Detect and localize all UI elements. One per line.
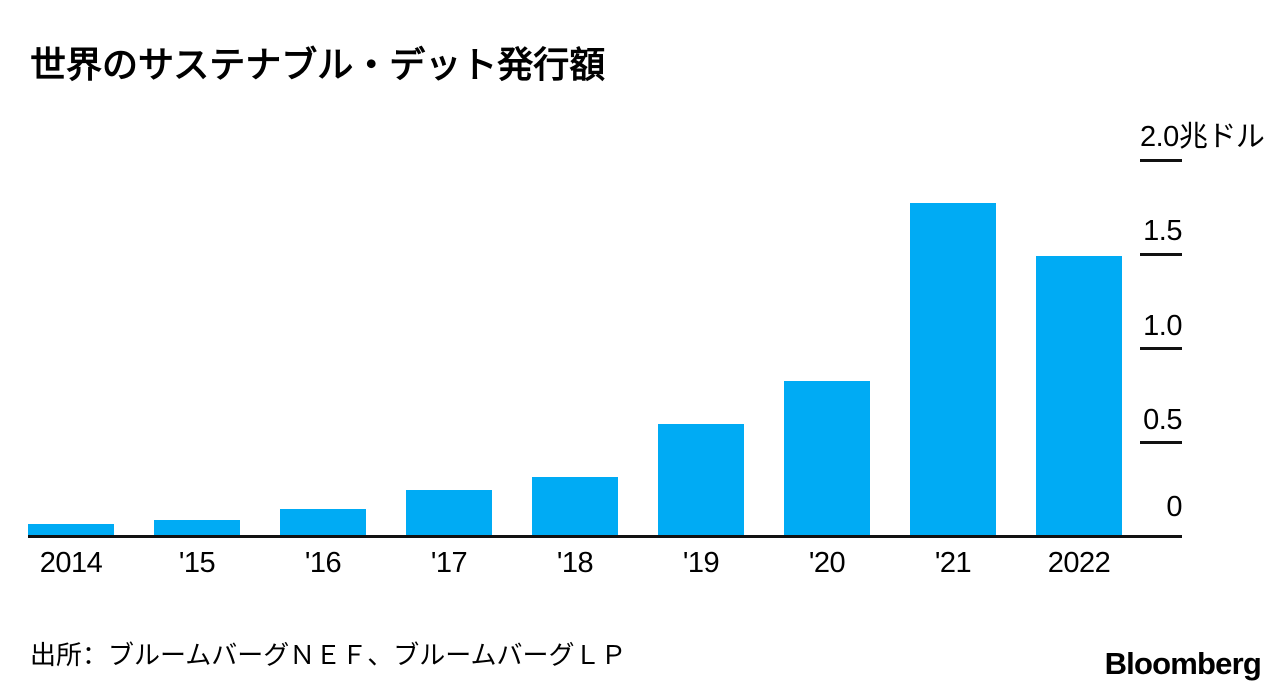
x-axis-label: '19 bbox=[682, 547, 720, 579]
y-tick-label: 0.5 bbox=[1143, 403, 1182, 436]
y-tick-mark bbox=[1140, 158, 1182, 162]
y-tick-mark bbox=[1140, 441, 1182, 445]
x-axis-label: '20 bbox=[808, 547, 846, 579]
x-axis-label: '17 bbox=[430, 547, 468, 579]
bar bbox=[532, 477, 618, 537]
source-label: 出所：ブルームバーグＮＥＦ、ブルームバーグＬＰ bbox=[30, 640, 627, 670]
x-axis-label: '15 bbox=[178, 547, 216, 579]
x-axis-label: 2022 bbox=[1047, 547, 1111, 579]
y-tick-label: 1.0 bbox=[1143, 309, 1182, 342]
y-tick-mark bbox=[1140, 252, 1182, 256]
x-axis-label: '21 bbox=[934, 547, 972, 579]
y-tick-mark bbox=[1140, 347, 1182, 350]
bar bbox=[154, 520, 240, 537]
y-tick-label: 2.0兆ドル bbox=[1140, 121, 1265, 153]
chart-title: 世界のサステナブル・デット発行額 bbox=[30, 44, 606, 85]
x-axis-label: 2014 bbox=[39, 547, 103, 579]
x-axis-line bbox=[28, 535, 1182, 538]
bar bbox=[658, 424, 744, 537]
x-axis-label: '16 bbox=[304, 547, 342, 579]
bloomberg-logo: Bloomberg bbox=[1104, 646, 1262, 681]
x-axis-label: '18 bbox=[556, 547, 594, 579]
y-tick-label: 1.5 bbox=[1143, 215, 1182, 248]
bar bbox=[280, 509, 366, 537]
bar bbox=[784, 381, 870, 537]
bar bbox=[28, 524, 114, 537]
bar bbox=[910, 203, 996, 537]
y-tick-label: 0 bbox=[1166, 491, 1182, 523]
bar bbox=[1036, 256, 1122, 537]
bar bbox=[406, 490, 492, 537]
